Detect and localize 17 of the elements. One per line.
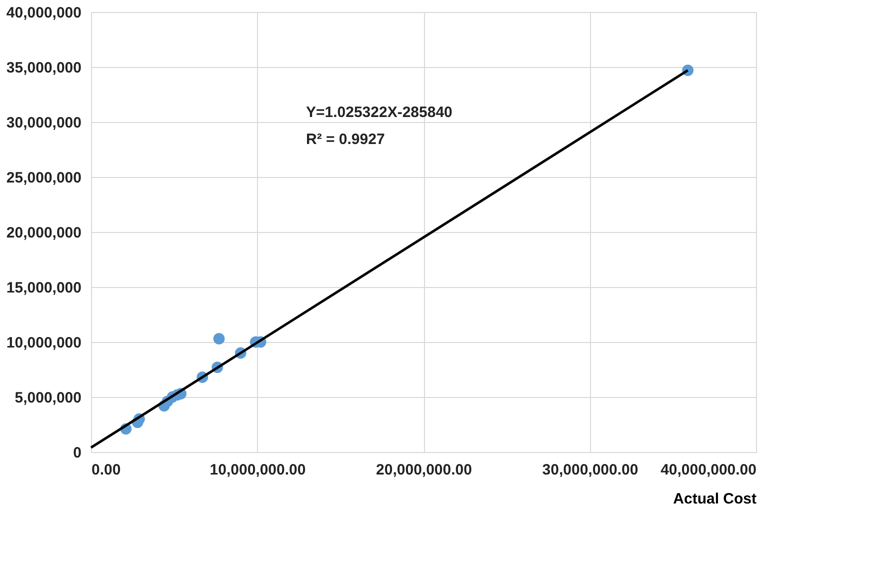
x-axis-title: Actual Cost — [673, 490, 757, 508]
y-tick-label: 5,000,000 — [14, 390, 82, 406]
annotation: Y=1.025322X-285840 — [306, 104, 452, 121]
x-tick-label: 10,000,000.00 — [210, 462, 306, 478]
y-tick-label: 25,000,000 — [6, 170, 82, 186]
y-tick-label: 15,000,000 — [6, 280, 82, 296]
annotation: R² = 0.9927 — [306, 131, 385, 148]
y-tick-label: 20,000,000 — [6, 224, 82, 242]
x-tick-label: 40,000,000.00 — [660, 462, 756, 478]
x-tick-label: 20,000,000.00 — [376, 462, 472, 478]
x-tick-label: 30,000,000.00 — [542, 462, 638, 478]
y-tick-label: 35,000,000 — [6, 60, 82, 76]
y-tick-label: 0 — [73, 444, 82, 462]
x-tick-label: 0.00 — [92, 462, 121, 478]
y-tick-label: 10,000,000 — [6, 334, 82, 352]
y-tick-label: 30,000,000 — [6, 114, 82, 132]
y-tick-label: 40,000,000 — [6, 4, 82, 22]
